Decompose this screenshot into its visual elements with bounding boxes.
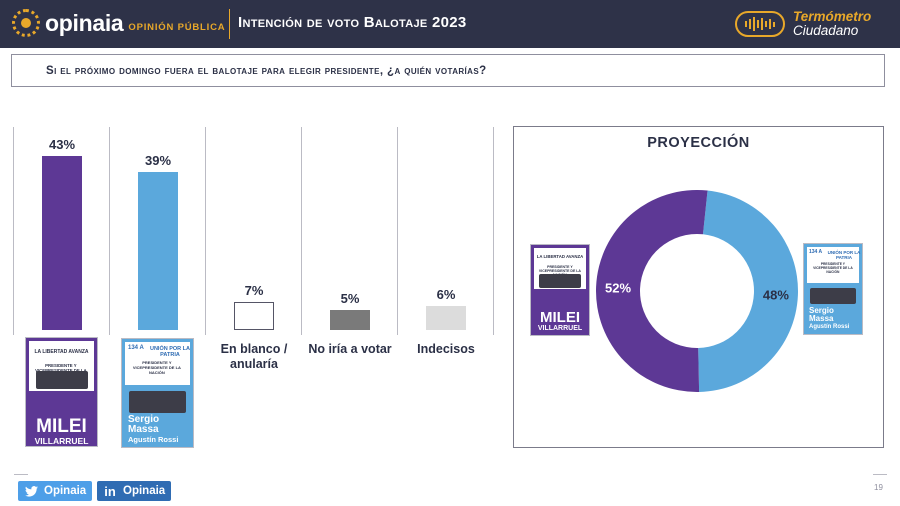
ballot-name: Sergio Massa [128, 414, 160, 435]
bar-indecisos [426, 306, 466, 330]
candidates-photo [35, 371, 88, 389]
footer-line-left [14, 474, 28, 475]
bar-value-label: 43% [48, 137, 76, 152]
ballot-party: LA LIBERTAD AVANZA [34, 349, 89, 355]
column-divider [205, 127, 206, 335]
ballot-header: LA LIBERTAD AVANZA PRESIDENTE Y VICEPRES… [29, 341, 94, 391]
category-label: Indecisos [417, 342, 475, 356]
candidates-photo [809, 288, 857, 304]
logo-word: opinaia [45, 9, 124, 36]
ballot-office: PRESIDENTE Y VICEPRESIDENTE DE LA NACIÓN [813, 262, 853, 274]
bar-value-label: 5% [340, 291, 360, 306]
ballot-header: 134 A UNIÓN POR LA PATRIA PRESIDENTE Y V… [807, 247, 860, 283]
ballot-name: Sergio Massa [809, 306, 834, 323]
bar-massa [138, 172, 178, 330]
twitter-handle: Opinaia [44, 485, 87, 497]
linkedin-link[interactable]: in Opinaia [97, 481, 171, 501]
column-divider [493, 127, 494, 335]
sun-logo-icon [12, 9, 40, 37]
candidates-photo [129, 391, 186, 413]
twitter-bird-icon [24, 484, 38, 498]
candidates-photo [539, 274, 581, 288]
donut-value-label: 52% [605, 281, 631, 296]
footer-line-right [873, 474, 887, 475]
donut-slice-milei [595, 190, 708, 392]
column-divider [301, 127, 302, 335]
ballot-running-mate: VILLARRUEL [34, 436, 89, 446]
page-number: 19 [874, 483, 883, 492]
linkedin-icon: in [104, 483, 116, 499]
projection-donut-chart: 48% 52% [595, 190, 798, 392]
ballot-name: MILEI [36, 416, 87, 437]
bar-en-blanco-anular-a [234, 302, 274, 330]
donut-slice-massa [698, 190, 798, 392]
bar-value-label: 39% [144, 153, 172, 168]
projection-panel: PROYECCIÓN 48% 52% LA LIBERTAD AVANZA PRE… [513, 126, 884, 448]
milei-ballot-image: LA LIBERTAD AVANZA PRESIDENTE Y VICEPRES… [25, 337, 98, 447]
speech-bubble-icon [735, 11, 785, 37]
bar-value-label: 7% [244, 283, 264, 298]
massa-ballot-image: 134 A UNIÓN POR LA PATRIA PRESIDENTE Y V… [803, 243, 863, 335]
header-bar: opinaia OPINIÓN PÚBLICA Intención de vot… [0, 0, 900, 48]
ballot-header: LA LIBERTAD AVANZA PRESIDENTE Y VICEPRES… [534, 248, 586, 290]
ballot-party: LA LIBERTAD AVANZA [536, 254, 584, 259]
projection-title: PROYECCIÓN [647, 135, 750, 151]
brand-text: Termómetro Ciudadano [793, 10, 871, 38]
bar-no-ir-a-a-votar [330, 310, 370, 330]
opinaia-logo: opinaia OPINIÓN PÚBLICA [12, 9, 225, 37]
donut-value-label: 48% [763, 287, 789, 302]
page-title: Intención de voto Balotaje 2023 [238, 14, 467, 31]
ballot-running-mate: Agustín Rossi [128, 435, 179, 444]
linkedin-handle: Opinaia [123, 485, 166, 497]
massa-ballot-image: 134 A UNIÓN POR LA PATRIA PRESIDENTE Y V… [121, 338, 194, 448]
logo-subtitle: OPINIÓN PÚBLICA [128, 21, 226, 33]
bar-milei [42, 156, 82, 330]
brand-line2: Ciudadano [793, 23, 859, 38]
ballot-running-mate: Agustín Rossi [809, 324, 850, 330]
category-label: No iría a votar [308, 342, 392, 356]
ballot-party: UNIÓN POR LA PATRIA [827, 250, 861, 260]
termometro-logo: Termómetro Ciudadano [735, 9, 890, 41]
ballot-number: 134 A [128, 345, 144, 351]
column-divider [109, 127, 110, 335]
column-divider [397, 127, 398, 335]
brand-line1: Termómetro [793, 9, 872, 24]
ballot-running-mate: VILLARRUEL [537, 325, 583, 332]
ballot-header: 134 A UNIÓN POR LA PATRIA PRESIDENTE Y V… [125, 342, 191, 386]
column-divider [13, 127, 14, 335]
ballot-number: 134 A [809, 249, 823, 255]
milei-ballot-image: LA LIBERTAD AVANZA PRESIDENTE Y VICEPRES… [530, 244, 590, 336]
category-label: En blanco / anularía [220, 342, 288, 371]
ballot-office: PRESIDENTE Y VICEPRESIDENTE DE LA NACIÓN [132, 360, 181, 375]
ballot-party: UNIÓN POR LA PATRIA [149, 346, 191, 358]
bar-value-label: 6% [436, 287, 456, 302]
question-text: Si el próximo domingo fuera el balotaje … [46, 65, 487, 77]
header-divider [229, 9, 230, 39]
question-box: Si el próximo domingo fuera el balotaje … [11, 54, 885, 87]
ballot-name: MILEI [540, 309, 580, 326]
twitter-link[interactable]: Opinaia [18, 481, 92, 501]
